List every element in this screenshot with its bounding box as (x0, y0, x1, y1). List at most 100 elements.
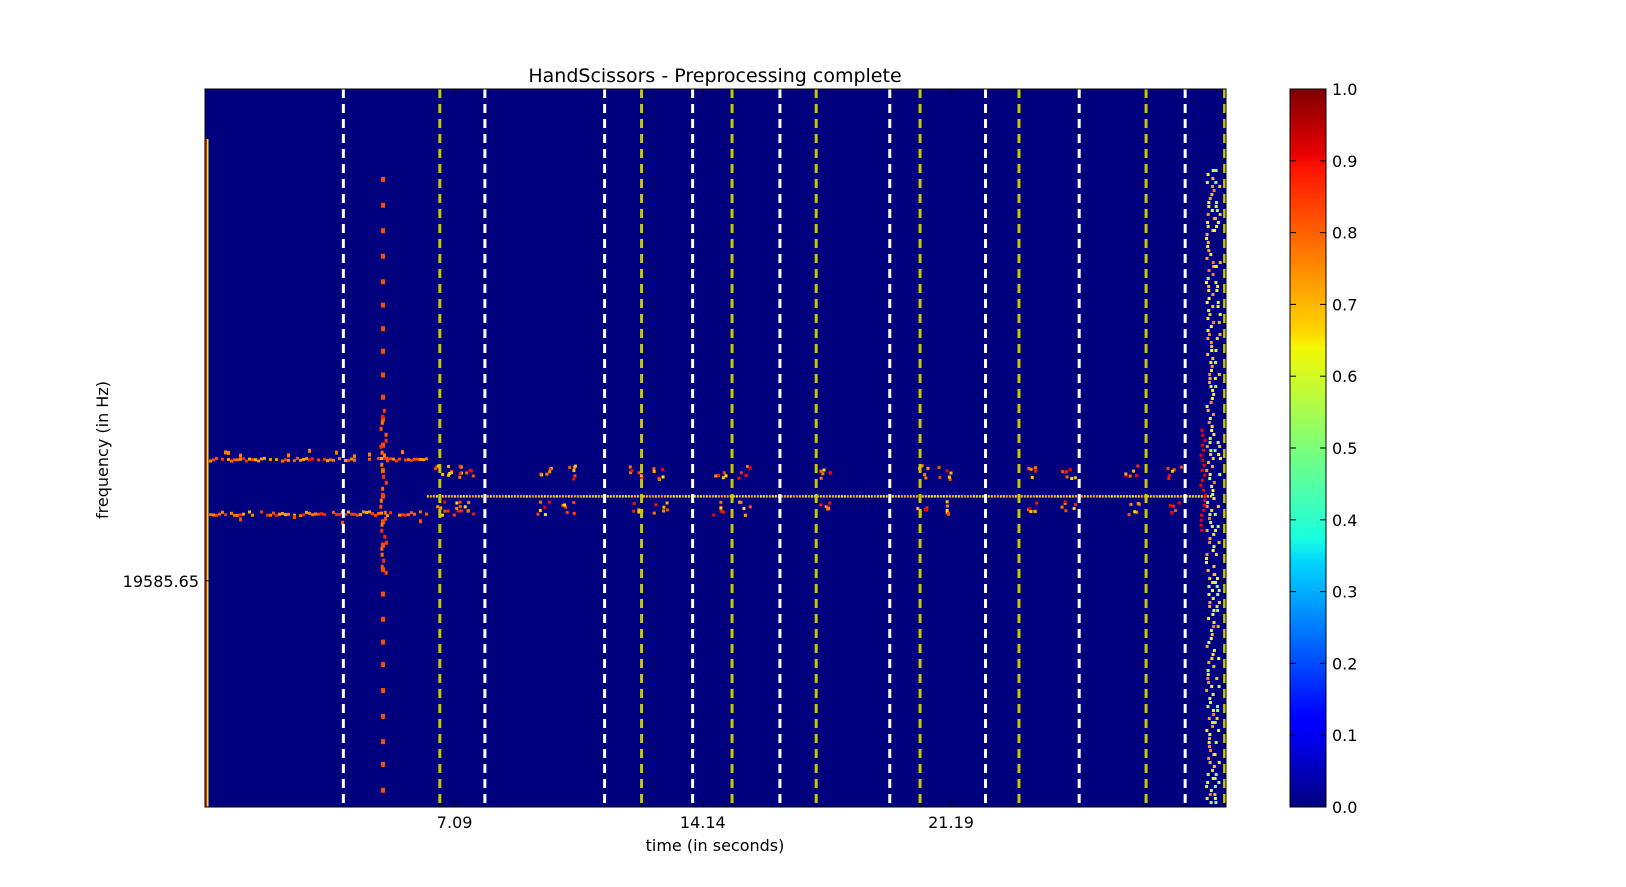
heat-mark (1209, 801, 1213, 804)
heat-mark (1201, 458, 1205, 462)
heat-mark (719, 506, 723, 510)
heat-mark (753, 495, 756, 498)
heat-mark (834, 495, 837, 498)
heat-mark (642, 495, 645, 498)
heat-mark (513, 495, 516, 498)
heat-mark (1215, 605, 1219, 608)
heat-mark (652, 469, 656, 473)
heat-mark (474, 495, 477, 498)
heat-mark (1211, 357, 1215, 360)
heat-mark (1202, 463, 1206, 467)
heat-mark (230, 459, 233, 463)
heat-mark (281, 459, 284, 463)
heat-mark (1194, 495, 1197, 498)
heat-mark (368, 452, 371, 457)
heat-mark (269, 513, 272, 517)
heat-mark (630, 469, 634, 473)
heat-mark (1217, 657, 1221, 660)
heat-mark (466, 509, 470, 513)
heat-mark (1068, 495, 1071, 498)
heat-mark (1172, 504, 1176, 508)
heat-mark (215, 513, 218, 517)
heat-mark (1034, 469, 1038, 473)
heat-mark (822, 495, 825, 498)
heat-mark (564, 505, 568, 509)
heat-mark (1216, 301, 1220, 304)
heat-mark (825, 507, 829, 511)
heat-mark (565, 510, 569, 514)
heat-mark (260, 457, 263, 461)
heat-mark (1214, 801, 1218, 804)
heat-mark (1074, 495, 1077, 498)
heat-mark (1089, 495, 1092, 498)
heat-mark (1208, 697, 1212, 700)
heat-mark (1199, 518, 1203, 522)
heat-mark (1209, 629, 1213, 632)
heat-mark (380, 420, 384, 425)
heat-mark (945, 504, 949, 508)
heat-mark (1217, 761, 1221, 764)
heat-mark (1203, 438, 1207, 442)
heat-mark (938, 475, 942, 479)
heat-mark (392, 457, 395, 461)
heat-mark (1206, 353, 1210, 356)
heat-mark (637, 471, 641, 475)
heat-mark (1211, 229, 1215, 232)
heat-mark (744, 473, 748, 477)
heat-mark (1211, 177, 1215, 180)
heat-mark (1213, 721, 1217, 724)
heat-mark (1204, 557, 1208, 560)
heat-mark (381, 279, 386, 285)
heat-mark (724, 474, 728, 478)
heat-mark (945, 500, 949, 504)
heat-mark (657, 495, 660, 498)
heat-mark (1211, 597, 1215, 600)
heat-mark (1207, 309, 1211, 312)
heat-mark (966, 495, 969, 498)
heat-mark (708, 495, 711, 498)
heat-mark (435, 465, 439, 469)
heat-mark (765, 495, 768, 498)
heat-mark (1038, 495, 1041, 498)
heat-mark (819, 469, 823, 473)
heat-mark (1214, 529, 1218, 532)
heat-mark (1214, 205, 1218, 208)
heat-mark (981, 495, 984, 498)
heat-mark (1205, 237, 1209, 240)
heat-mark (930, 495, 933, 498)
heat-mark (1127, 513, 1131, 517)
heat-mark (326, 459, 329, 463)
heat-mark (1218, 313, 1222, 316)
heat-mark (870, 495, 873, 498)
heat-mark (1210, 589, 1214, 592)
heat-mark (1200, 513, 1204, 517)
heat-mark (1212, 321, 1216, 324)
heat-mark (308, 448, 311, 453)
heat-mark (1206, 337, 1210, 340)
heat-mark (720, 495, 723, 498)
heat-mark (1216, 441, 1220, 444)
heat-mark (1208, 737, 1212, 740)
heat-mark (921, 495, 924, 498)
heat-mark (1135, 510, 1139, 514)
heat-mark (1207, 717, 1211, 720)
heat-mark (1206, 329, 1210, 332)
heat-mark (1211, 653, 1215, 656)
heat-mark (1063, 501, 1067, 505)
heat-mark (384, 432, 388, 437)
heat-mark (416, 457, 419, 461)
heat-mark (398, 457, 401, 461)
heat-mark (1211, 261, 1215, 264)
heat-mark (1208, 313, 1212, 316)
heat-mark (209, 459, 212, 463)
heat-mark (224, 450, 227, 455)
heat-mark (747, 495, 750, 498)
heat-mark (335, 450, 338, 455)
heat-mark (1200, 495, 1203, 498)
heat-mark (732, 495, 735, 498)
heat-mark (561, 503, 565, 507)
heat-mark (383, 453, 386, 458)
heat-mark (719, 500, 723, 504)
heat-mark (470, 469, 474, 473)
heat-mark (1211, 465, 1215, 468)
